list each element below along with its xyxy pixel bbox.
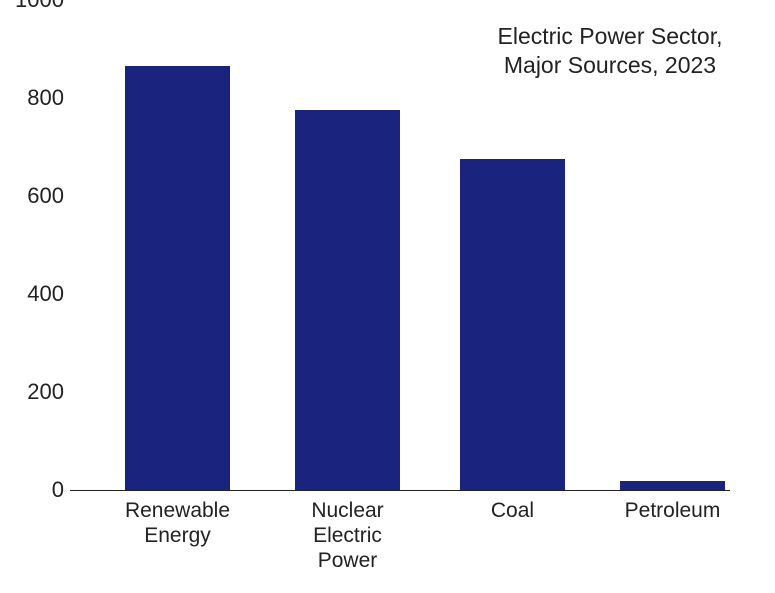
bar — [295, 110, 400, 490]
x-tick-label: Petroleum — [593, 498, 753, 523]
bar-chart: Electric Power Sector, Major Sources, 20… — [0, 0, 775, 593]
x-tick-label: Nuclear Electric Power — [268, 498, 428, 574]
y-tick-label: 600 — [0, 183, 64, 209]
bar — [125, 66, 230, 490]
plot-area — [70, 0, 730, 491]
y-tick-label: 800 — [0, 85, 64, 111]
bar — [460, 159, 565, 490]
bar — [620, 481, 725, 490]
y-tick-label: 0 — [0, 477, 64, 503]
y-tick-label: 400 — [0, 281, 64, 307]
x-tick-label: Coal — [433, 498, 593, 523]
y-tick-label: 1000 — [0, 0, 64, 13]
y-tick-label: 200 — [0, 379, 64, 405]
x-tick-label: Renewable Energy — [98, 498, 258, 548]
